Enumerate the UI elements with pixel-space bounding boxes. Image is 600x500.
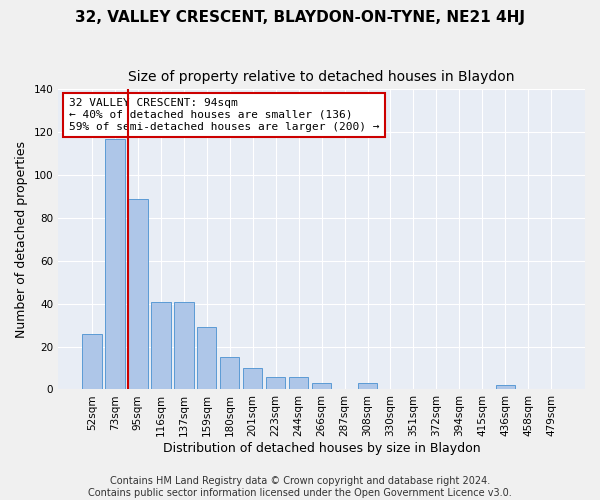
Bar (266, 376, 286, 390)
X-axis label: Distribution of detached houses by size in Blaydon: Distribution of detached houses by size … (163, 442, 481, 455)
Title: Size of property relative to detached houses in Blaydon: Size of property relative to detached ho… (128, 70, 515, 84)
Bar (312, 383, 331, 390)
Bar (220, 358, 239, 390)
Bar (243, 368, 262, 390)
Bar (358, 383, 377, 390)
Bar (197, 328, 217, 390)
Bar (496, 385, 515, 390)
Text: 32 VALLEY CRESCENT: 94sqm
← 40% of detached houses are smaller (136)
59% of semi: 32 VALLEY CRESCENT: 94sqm ← 40% of detac… (69, 98, 379, 132)
Bar (289, 376, 308, 390)
Bar (151, 302, 170, 390)
Text: 32, VALLEY CRESCENT, BLAYDON-ON-TYNE, NE21 4HJ: 32, VALLEY CRESCENT, BLAYDON-ON-TYNE, NE… (75, 10, 525, 25)
Y-axis label: Number of detached properties: Number of detached properties (15, 141, 28, 338)
Bar (128, 198, 148, 390)
Bar (105, 138, 125, 390)
Bar (174, 302, 194, 390)
Bar (82, 334, 101, 390)
Text: Contains HM Land Registry data © Crown copyright and database right 2024.
Contai: Contains HM Land Registry data © Crown c… (88, 476, 512, 498)
